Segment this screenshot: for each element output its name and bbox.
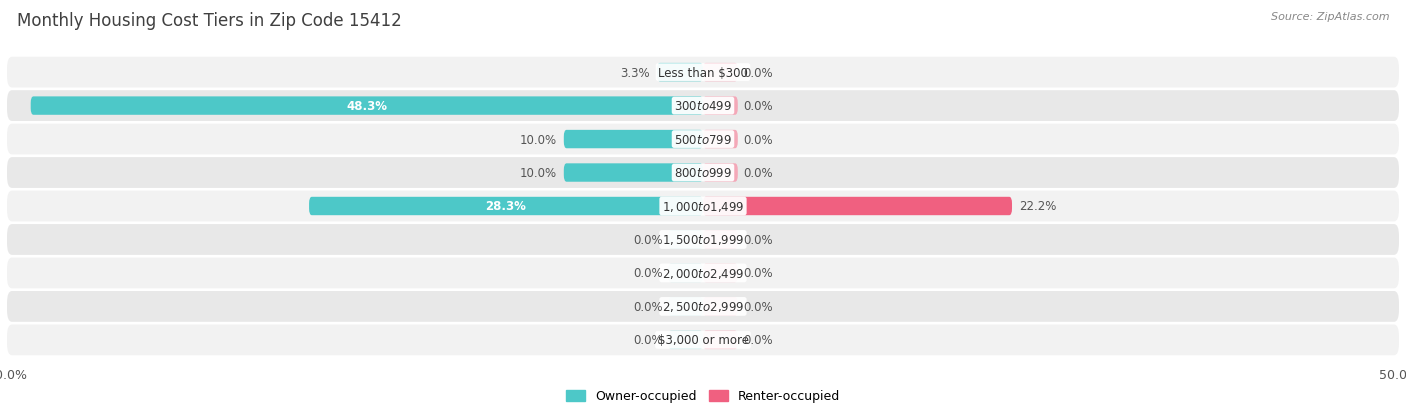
FancyBboxPatch shape xyxy=(703,131,738,149)
FancyBboxPatch shape xyxy=(309,197,703,216)
Text: $3,000 or more: $3,000 or more xyxy=(658,334,748,347)
Text: Less than $300: Less than $300 xyxy=(658,66,748,79)
Text: $1,000 to $1,499: $1,000 to $1,499 xyxy=(662,199,744,214)
Text: 0.0%: 0.0% xyxy=(744,334,773,347)
Text: $800 to $999: $800 to $999 xyxy=(673,166,733,180)
Text: 3.3%: 3.3% xyxy=(620,66,650,79)
Text: Source: ZipAtlas.com: Source: ZipAtlas.com xyxy=(1271,12,1389,22)
FancyBboxPatch shape xyxy=(7,325,1399,356)
FancyBboxPatch shape xyxy=(703,64,738,82)
FancyBboxPatch shape xyxy=(668,231,703,249)
Text: $1,500 to $1,999: $1,500 to $1,999 xyxy=(662,233,744,247)
Text: 0.0%: 0.0% xyxy=(744,166,773,180)
Legend: Owner-occupied, Renter-occupied: Owner-occupied, Renter-occupied xyxy=(561,385,845,408)
FancyBboxPatch shape xyxy=(657,64,703,82)
FancyBboxPatch shape xyxy=(668,264,703,282)
FancyBboxPatch shape xyxy=(703,264,738,282)
FancyBboxPatch shape xyxy=(703,164,738,182)
FancyBboxPatch shape xyxy=(703,97,738,116)
Text: 0.0%: 0.0% xyxy=(744,100,773,113)
FancyBboxPatch shape xyxy=(7,225,1399,255)
FancyBboxPatch shape xyxy=(703,197,1012,216)
Text: 0.0%: 0.0% xyxy=(744,233,773,247)
FancyBboxPatch shape xyxy=(668,331,703,349)
Text: $2,000 to $2,499: $2,000 to $2,499 xyxy=(662,266,744,280)
FancyBboxPatch shape xyxy=(7,124,1399,155)
Text: 10.0%: 10.0% xyxy=(520,133,557,146)
Text: $2,500 to $2,999: $2,500 to $2,999 xyxy=(662,300,744,313)
FancyBboxPatch shape xyxy=(7,291,1399,322)
Text: 0.0%: 0.0% xyxy=(633,233,662,247)
Text: 48.3%: 48.3% xyxy=(346,100,387,113)
Text: 0.0%: 0.0% xyxy=(744,66,773,79)
Text: $300 to $499: $300 to $499 xyxy=(673,100,733,113)
Text: $500 to $799: $500 to $799 xyxy=(673,133,733,146)
FancyBboxPatch shape xyxy=(7,191,1399,222)
Text: 0.0%: 0.0% xyxy=(633,300,662,313)
Text: 28.3%: 28.3% xyxy=(485,200,526,213)
Text: 0.0%: 0.0% xyxy=(633,267,662,280)
FancyBboxPatch shape xyxy=(564,164,703,182)
Text: 0.0%: 0.0% xyxy=(744,300,773,313)
Text: 0.0%: 0.0% xyxy=(744,133,773,146)
Text: 22.2%: 22.2% xyxy=(1019,200,1056,213)
FancyBboxPatch shape xyxy=(703,231,738,249)
FancyBboxPatch shape xyxy=(7,258,1399,289)
FancyBboxPatch shape xyxy=(7,91,1399,122)
FancyBboxPatch shape xyxy=(31,97,703,116)
FancyBboxPatch shape xyxy=(703,331,738,349)
FancyBboxPatch shape xyxy=(7,57,1399,88)
Text: 0.0%: 0.0% xyxy=(744,267,773,280)
FancyBboxPatch shape xyxy=(668,297,703,316)
Text: Monthly Housing Cost Tiers in Zip Code 15412: Monthly Housing Cost Tiers in Zip Code 1… xyxy=(17,12,402,30)
FancyBboxPatch shape xyxy=(564,131,703,149)
Text: 0.0%: 0.0% xyxy=(633,334,662,347)
FancyBboxPatch shape xyxy=(703,297,738,316)
FancyBboxPatch shape xyxy=(7,158,1399,188)
Text: 10.0%: 10.0% xyxy=(520,166,557,180)
